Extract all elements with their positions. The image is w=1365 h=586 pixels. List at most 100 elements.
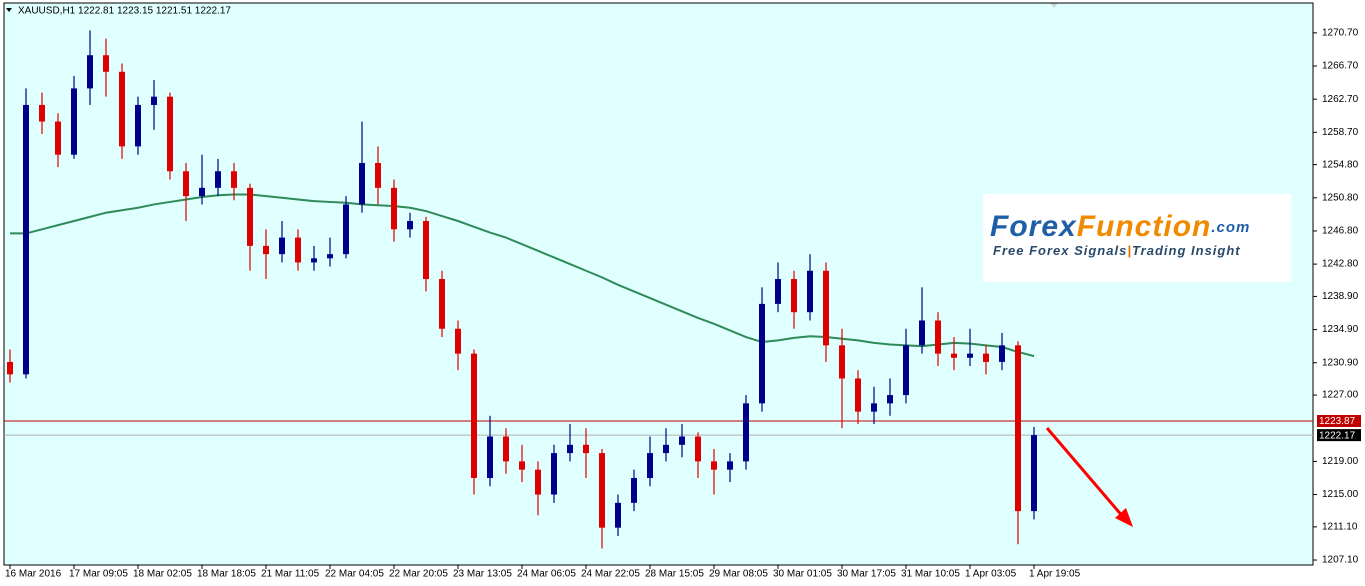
- x-tick-label: 18 Mar 02:05: [133, 569, 192, 580]
- candle-body: [167, 96, 173, 172]
- candle-body: [983, 353, 989, 362]
- arrow-shaft: [1045, 427, 1126, 519]
- candle-body: [135, 104, 141, 147]
- candle-body: [679, 436, 685, 445]
- candle-body: [839, 345, 845, 379]
- plot-border: [3, 2, 1314, 566]
- candle-body: [807, 270, 813, 313]
- candle-body: [423, 221, 429, 280]
- x-tick-label: 16 Mar 2016: [5, 569, 62, 580]
- candle-body: [247, 187, 253, 246]
- arrow-annotation: [1045, 427, 1133, 527]
- y-tick-label: 1262.70: [1322, 94, 1359, 105]
- candle-body: [439, 279, 445, 329]
- candle-body: [215, 171, 221, 188]
- candle-body: [407, 221, 413, 230]
- x-tick-label: 18 Mar 18:05: [197, 569, 256, 580]
- candle-body: [775, 279, 781, 304]
- candle-body: [887, 395, 893, 404]
- level-label: 1223.87: [1319, 416, 1356, 427]
- candle-body: [663, 444, 669, 454]
- candle-body: [967, 353, 973, 358]
- candle-body: [759, 303, 765, 404]
- x-tick-label: 31 Mar 10:05: [901, 569, 960, 580]
- candle-body: [279, 237, 285, 255]
- candle-body: [119, 71, 125, 147]
- candle-body: [791, 279, 797, 313]
- scroll-marker: [1050, 3, 1058, 8]
- candle-body: [295, 237, 301, 263]
- candle-body: [631, 477, 637, 503]
- candle-body: [647, 453, 653, 478]
- logo-separator: |: [1127, 243, 1132, 258]
- logo-tagline: Free Forex Signals|Trading Insight: [993, 243, 1241, 258]
- chart-title: XAUUSD,H1 1222.81 1223.15 1221.51 1222.1…: [18, 6, 231, 17]
- menu-triangle[interactable]: [6, 8, 12, 12]
- candle-body: [535, 469, 541, 495]
- candle-body: [519, 461, 525, 470]
- x-tick-label: 17 Mar 09:05: [69, 569, 128, 580]
- x-tick-label: 1 Apr 19:05: [1029, 569, 1081, 580]
- candle-body: [311, 258, 317, 263]
- candle-body: [935, 320, 941, 354]
- candle-body: [7, 361, 13, 375]
- candle-body: [951, 353, 957, 358]
- candle-body: [87, 55, 93, 89]
- y-tick-label: 1246.80: [1322, 226, 1359, 237]
- candle-body: [615, 502, 621, 528]
- y-tick-label: 1242.80: [1322, 259, 1359, 270]
- candle-body: [343, 204, 349, 255]
- x-tick-label: 22 Mar 04:05: [325, 569, 384, 580]
- candle-body: [359, 162, 365, 205]
- candle-body: [1015, 345, 1021, 512]
- candle-body: [503, 436, 509, 462]
- y-tick-label: 1207.10: [1322, 555, 1359, 566]
- candle-body: [327, 254, 333, 259]
- candle-body: [23, 104, 29, 375]
- candle-body: [455, 328, 461, 354]
- y-tick-label: 1219.00: [1322, 456, 1359, 467]
- candle-body: [551, 453, 557, 495]
- candle-body: [1031, 435, 1037, 512]
- x-tick-label: 28 Mar 15:05: [645, 569, 704, 580]
- candle-body: [391, 187, 397, 230]
- candle-body: [231, 171, 237, 188]
- candle-body: [743, 403, 749, 462]
- candle-body: [583, 444, 589, 454]
- candle-body: [727, 461, 733, 470]
- y-tick-label: 1227.00: [1322, 390, 1359, 401]
- candle-body: [471, 353, 477, 478]
- y-tick-label: 1250.80: [1322, 192, 1359, 203]
- candle-body: [871, 403, 877, 412]
- y-tick-label: 1215.00: [1322, 489, 1359, 500]
- candle-body: [199, 187, 205, 197]
- x-tick-label: 29 Mar 08:05: [709, 569, 768, 580]
- plot-area: [4, 3, 1313, 565]
- logo: ForexFunction.com Free Forex Signals|Tra…: [983, 194, 1291, 282]
- level-label-bg: [1317, 415, 1361, 428]
- y-tick-label: 1238.90: [1322, 291, 1359, 302]
- logo-tagline-a: Free Forex Signals: [993, 243, 1127, 258]
- level-label-bg: [1317, 429, 1361, 442]
- candle-body: [375, 162, 381, 188]
- candle-body: [487, 436, 493, 478]
- y-tick-label: 1254.80: [1322, 159, 1359, 170]
- moving-average: [10, 193, 1035, 358]
- x-tick-label: 30 Mar 17:05: [837, 569, 896, 580]
- level-label: 1222.17: [1319, 430, 1356, 441]
- logo-domain: .com: [1211, 219, 1250, 236]
- arrow-head: [1115, 508, 1133, 527]
- candle-body: [823, 270, 829, 346]
- logo-brand-a: Forex: [990, 210, 1077, 243]
- x-tick-label: 24 Mar 22:05: [581, 569, 640, 580]
- candle-body: [151, 96, 157, 105]
- x-tick-label: 1 Apr 03:05: [965, 569, 1017, 580]
- candle-body: [999, 345, 1005, 362]
- y-tick-label: 1258.70: [1322, 127, 1359, 138]
- candle-body: [695, 436, 701, 462]
- candle-body: [919, 320, 925, 346]
- candle-body: [55, 121, 61, 155]
- candle-body: [39, 104, 45, 122]
- x-tick-label: 23 Mar 13:05: [453, 569, 512, 580]
